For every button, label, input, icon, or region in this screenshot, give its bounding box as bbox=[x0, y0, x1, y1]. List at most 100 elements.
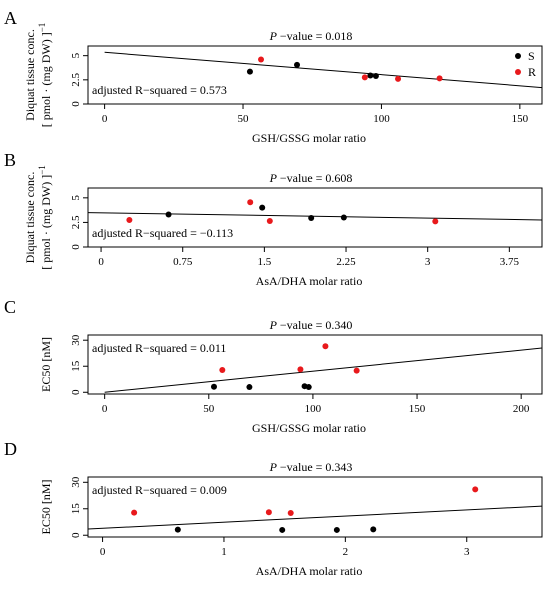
data-point-s bbox=[174, 526, 181, 533]
data-point-r bbox=[258, 56, 265, 63]
plot-frame bbox=[87, 476, 543, 538]
pvalue-title: P −value = 0.343 bbox=[269, 460, 353, 474]
x-tick-label: 0 bbox=[102, 113, 108, 125]
pvalue-italic-p: P bbox=[269, 29, 278, 43]
regression-line bbox=[104, 347, 542, 393]
data-point-s bbox=[305, 384, 312, 391]
data-point-r bbox=[247, 199, 254, 206]
x-tick-label: 0 bbox=[100, 546, 106, 558]
x-tick-label: 50 bbox=[238, 113, 250, 125]
pvalue-title: P −value = 0.608 bbox=[269, 171, 353, 185]
x-tick-label: 100 bbox=[373, 113, 390, 125]
data-point-s bbox=[372, 72, 379, 79]
panel-letter: C bbox=[4, 297, 16, 317]
data-point-s bbox=[370, 526, 377, 533]
pvalue-text: −value = 0.608 bbox=[277, 171, 353, 185]
legend-marker-s bbox=[515, 53, 521, 59]
legend-label-s: S bbox=[528, 49, 535, 63]
pvalue-text: −value = 0.343 bbox=[277, 460, 353, 474]
x-axis-title: GSH/GSSG molar ratio bbox=[252, 131, 366, 145]
x-tick-label: 0 bbox=[98, 256, 104, 268]
x-tick-label: 2 bbox=[343, 546, 349, 558]
y-tick-label: 5 bbox=[70, 52, 82, 58]
regression-line bbox=[104, 51, 542, 89]
data-point-r bbox=[297, 366, 304, 373]
panel-letter: D bbox=[4, 439, 17, 459]
panel-c: C P −value = 0.340 0 50 100 150 200 0 15 30 GSH/GS… bbox=[4, 297, 543, 435]
x-tick-label: 100 bbox=[305, 403, 322, 415]
regression-line bbox=[88, 212, 542, 221]
x-tick-label: 3.75 bbox=[500, 256, 520, 268]
y-axis-title-units: [ pmol · (mg DW) ] bbox=[39, 175, 53, 270]
panel-letter: A bbox=[4, 8, 17, 28]
data-point-s bbox=[367, 72, 374, 79]
legend-label-r: R bbox=[528, 65, 536, 79]
data-point-r bbox=[322, 343, 329, 350]
data-point-s bbox=[165, 211, 172, 218]
x-tick-label: 3 bbox=[464, 546, 470, 558]
data-point-s bbox=[340, 214, 347, 221]
x-tick-label: 1.5 bbox=[257, 256, 271, 268]
y-axis-title: EC50 [nM] bbox=[39, 480, 53, 535]
data-point-s bbox=[210, 383, 217, 390]
pvalue-italic-p: P bbox=[269, 171, 278, 185]
regression-line bbox=[88, 505, 542, 530]
r-squared-annotation: adjusted R−squared = −0.113 bbox=[92, 226, 233, 240]
x-axis-title: GSH/GSSG molar ratio bbox=[252, 421, 366, 435]
y-tick-label: 0 bbox=[70, 532, 82, 538]
y-tick-label: 30 bbox=[70, 476, 82, 488]
x-tick-label: 200 bbox=[513, 403, 530, 415]
y-tick-label: 15 bbox=[70, 360, 82, 372]
pvalue-title: P −value = 0.340 bbox=[269, 318, 353, 332]
y-axis-title-exponent: −1 bbox=[37, 165, 47, 175]
r-squared-annotation: adjusted R−squared = 0.573 bbox=[92, 83, 227, 97]
data-point-r bbox=[131, 509, 138, 516]
y-axis-title-line1: Diquat tissue conc. bbox=[23, 29, 37, 121]
y-axis-title-line1: Diquat tissue conc. bbox=[23, 172, 37, 264]
x-tick-label: 150 bbox=[512, 113, 529, 125]
y-tick-label: 2.5 bbox=[70, 72, 82, 86]
x-tick-label: 3 bbox=[425, 256, 431, 268]
plot-frame bbox=[87, 45, 543, 105]
x-tick-label: 0.75 bbox=[173, 256, 193, 268]
data-point-s bbox=[294, 61, 301, 68]
data-point-s bbox=[333, 526, 340, 533]
data-point-s bbox=[279, 526, 286, 533]
x-tick-label: 2.25 bbox=[336, 256, 356, 268]
y-axis-title-line2: [ pmol · (mg DW) ]−1 bbox=[37, 23, 53, 128]
pvalue-italic-p: P bbox=[269, 460, 278, 474]
y-axis-title-exponent: −1 bbox=[37, 23, 47, 33]
data-point-s bbox=[259, 204, 266, 211]
panel-letter: B bbox=[4, 150, 16, 170]
data-point-r bbox=[361, 74, 368, 81]
y-tick-label: 5 bbox=[70, 195, 82, 201]
data-point-s bbox=[246, 384, 253, 391]
x-tick-label: 50 bbox=[203, 403, 215, 415]
y-axis-title-units: [ pmol · (mg DW) ] bbox=[39, 32, 53, 127]
x-tick-label: 0 bbox=[102, 403, 108, 415]
x-tick-label: 1 bbox=[221, 546, 227, 558]
data-point-r bbox=[436, 75, 443, 82]
data-point-r bbox=[219, 367, 226, 374]
x-axis-title: AsA/DHA molar ratio bbox=[256, 564, 363, 578]
plot-frame bbox=[87, 334, 543, 395]
r-squared-annotation: adjusted R−squared = 0.009 bbox=[92, 483, 227, 497]
y-axis-title: EC50 [nM] bbox=[39, 337, 53, 392]
data-point-r bbox=[266, 217, 273, 224]
panel-b: B P −value = 0.608 0 0.75 1.5 2.25 3 3.75 0 2.5 5 A… bbox=[4, 150, 543, 288]
data-point-r bbox=[287, 510, 294, 516]
y-axis-title-line2: [ pmol · (mg DW) ]−1 bbox=[37, 165, 53, 270]
legend-marker-r bbox=[515, 69, 521, 75]
data-point-r bbox=[472, 486, 479, 493]
data-point-r bbox=[395, 75, 402, 82]
data-point-s bbox=[246, 68, 253, 75]
y-tick-label: 2.5 bbox=[70, 215, 82, 229]
data-point-r bbox=[126, 216, 133, 223]
y-tick-label: 0 bbox=[70, 101, 82, 107]
r-squared-annotation: adjusted R−squared = 0.011 bbox=[92, 341, 226, 355]
data-point-r bbox=[353, 367, 360, 374]
panel-a: A P −value = 0.018 0 50 100 150 0 2.5 5 GSH/GSSG … bbox=[4, 8, 543, 145]
x-tick-label: 150 bbox=[409, 403, 426, 415]
x-axis-title: AsA/DHA molar ratio bbox=[256, 274, 363, 288]
